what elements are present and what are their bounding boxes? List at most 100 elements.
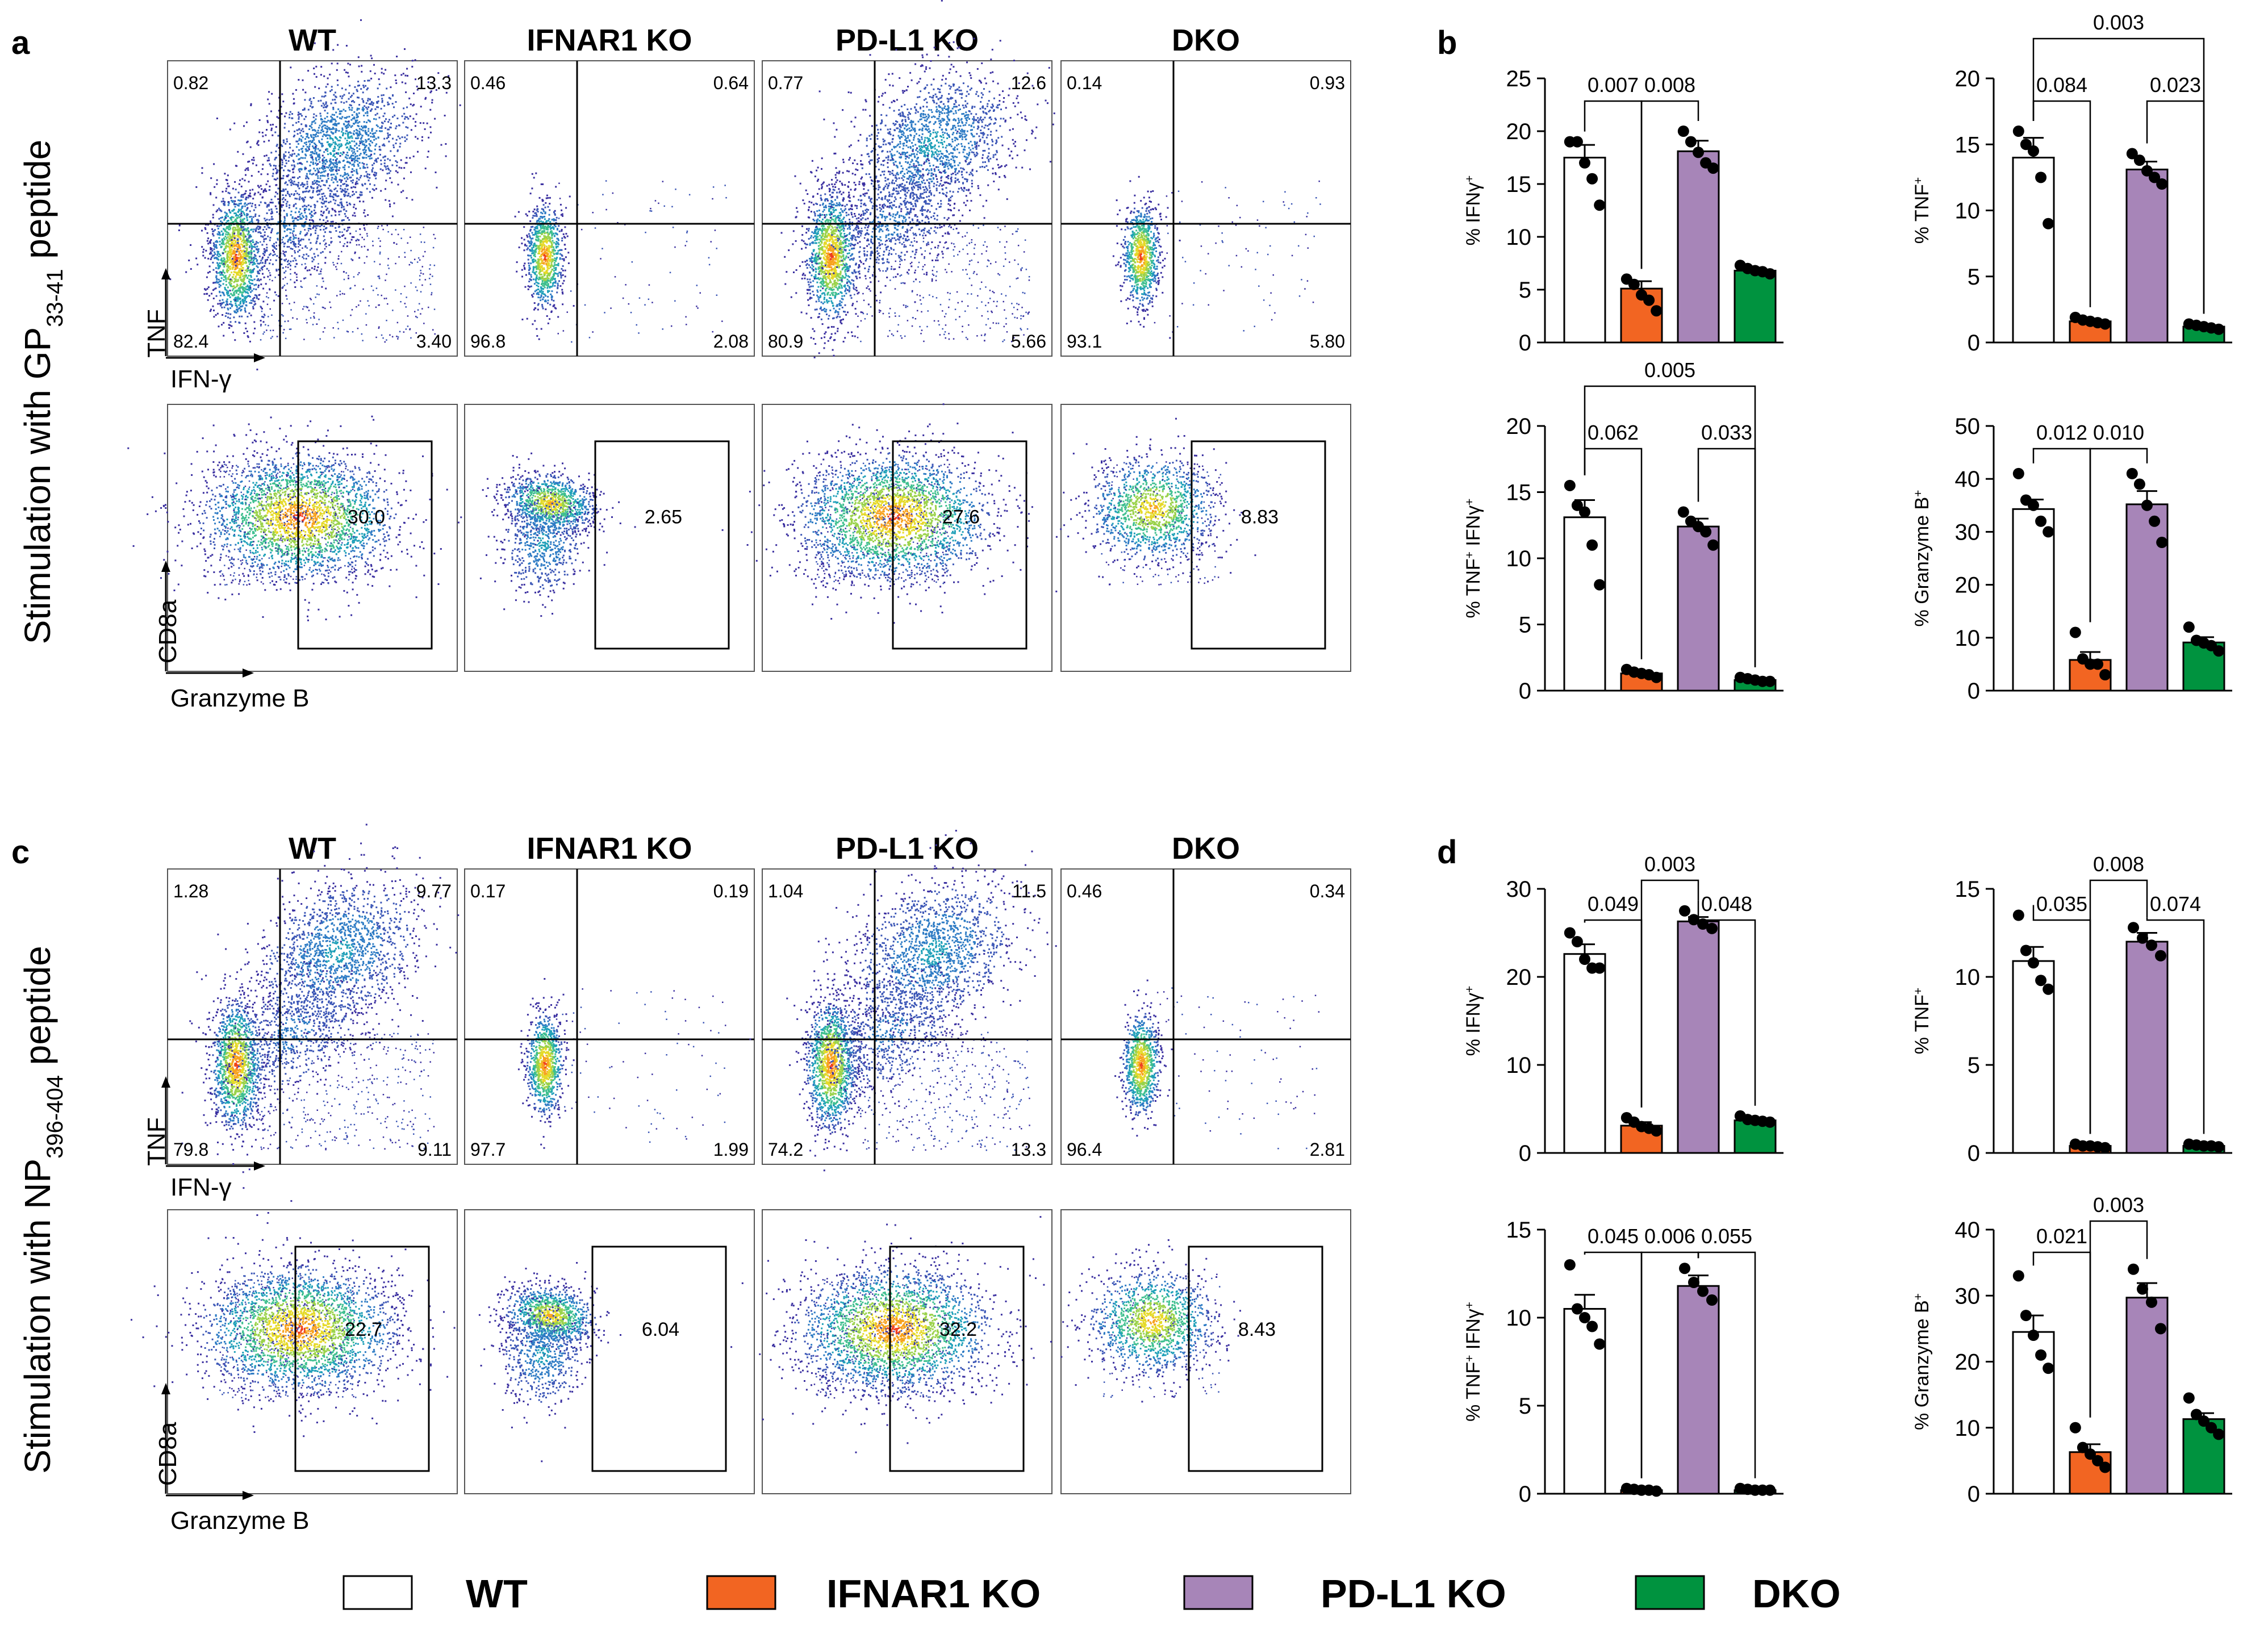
event-dot — [299, 138, 300, 140]
event-dot — [298, 121, 299, 123]
event-dot — [313, 168, 315, 169]
event-dot — [394, 202, 395, 204]
event-dot — [345, 194, 346, 196]
event-dot — [353, 141, 355, 143]
event-dot — [390, 86, 391, 88]
event-dot — [250, 260, 252, 261]
event-dot — [371, 164, 373, 166]
event-dot — [344, 183, 345, 185]
event-dot — [223, 322, 224, 324]
event-dot — [238, 216, 240, 218]
event-dot — [252, 306, 254, 308]
event-dot — [306, 258, 307, 260]
event-dot — [367, 115, 369, 116]
event-dot — [210, 239, 212, 241]
event-dot — [272, 124, 274, 126]
event-dot — [314, 213, 315, 215]
event-dot — [324, 110, 326, 111]
event-dot — [349, 131, 351, 133]
event-dot — [216, 118, 218, 119]
event-dot — [219, 284, 220, 286]
event-dot — [231, 271, 232, 273]
event-dot — [247, 292, 249, 294]
event-dot — [367, 134, 369, 136]
event-dot — [227, 256, 229, 257]
event-dot — [229, 307, 231, 309]
event-dot — [229, 262, 231, 264]
event-dot — [229, 234, 231, 236]
event-dot — [269, 163, 271, 165]
event-dot — [402, 122, 404, 124]
event-dot — [218, 325, 220, 327]
event-dot — [297, 177, 299, 179]
event-dot — [396, 165, 398, 166]
event-dot — [283, 156, 285, 157]
event-dot — [225, 212, 227, 214]
event-dot — [294, 181, 295, 182]
event-dot — [305, 148, 307, 150]
event-dot — [299, 208, 301, 210]
event-dot — [270, 232, 272, 233]
event-dot — [230, 303, 232, 305]
event-dot — [230, 246, 232, 248]
event-dot — [238, 288, 240, 290]
event-dot — [411, 66, 413, 68]
event-dot — [241, 270, 243, 271]
event-dot — [323, 157, 325, 158]
event-dot — [352, 118, 354, 119]
event-dot — [335, 230, 337, 232]
event-dot — [381, 98, 383, 99]
event-dot — [329, 153, 331, 154]
event-dot — [355, 208, 357, 210]
event-dot — [362, 107, 364, 108]
event-dot — [229, 128, 231, 130]
event-dot — [339, 147, 340, 148]
event-dot — [364, 167, 366, 169]
event-dot — [335, 156, 336, 158]
event-dot — [385, 188, 386, 190]
event-dot — [266, 183, 268, 185]
event-dot — [271, 93, 273, 95]
event-dot — [317, 225, 319, 227]
event-dot — [246, 122, 248, 123]
event-dot — [205, 250, 207, 252]
event-dot — [375, 178, 377, 179]
event-dot — [219, 303, 221, 304]
event-dot — [277, 170, 278, 172]
event-dot — [240, 287, 242, 289]
event-dot — [327, 105, 328, 107]
event-dot — [220, 217, 222, 219]
event-dot — [241, 229, 243, 231]
event-dot — [214, 186, 215, 188]
event-dot — [216, 262, 218, 264]
event-dot — [248, 261, 250, 262]
event-dot — [258, 144, 260, 146]
event-dot — [290, 154, 291, 156]
event-dot — [245, 262, 247, 264]
event-dot — [323, 103, 324, 105]
event-dot — [232, 290, 233, 291]
event-dot — [290, 229, 292, 231]
event-dot — [325, 206, 327, 207]
event-dot — [232, 266, 233, 268]
event-dot — [277, 135, 279, 137]
event-dot — [216, 240, 218, 242]
event-dot — [348, 126, 349, 128]
event-dot — [232, 236, 233, 237]
event-dot — [305, 124, 307, 126]
event-dot — [213, 204, 215, 206]
event-dot — [332, 159, 334, 161]
event-dot — [349, 196, 351, 198]
event-dot — [311, 257, 313, 259]
event-dot — [359, 162, 361, 164]
event-dot — [226, 257, 228, 259]
event-dot — [353, 93, 354, 94]
event-dot — [283, 140, 285, 141]
quadrant-plot-wt: 0.82 13.382.4 3.40 — [168, 19, 506, 370]
event-dot — [377, 113, 378, 115]
event-dot — [210, 192, 211, 194]
event-dot — [222, 299, 224, 301]
event-dot — [306, 141, 307, 143]
event-dot — [233, 212, 235, 214]
event-dot — [300, 123, 302, 125]
